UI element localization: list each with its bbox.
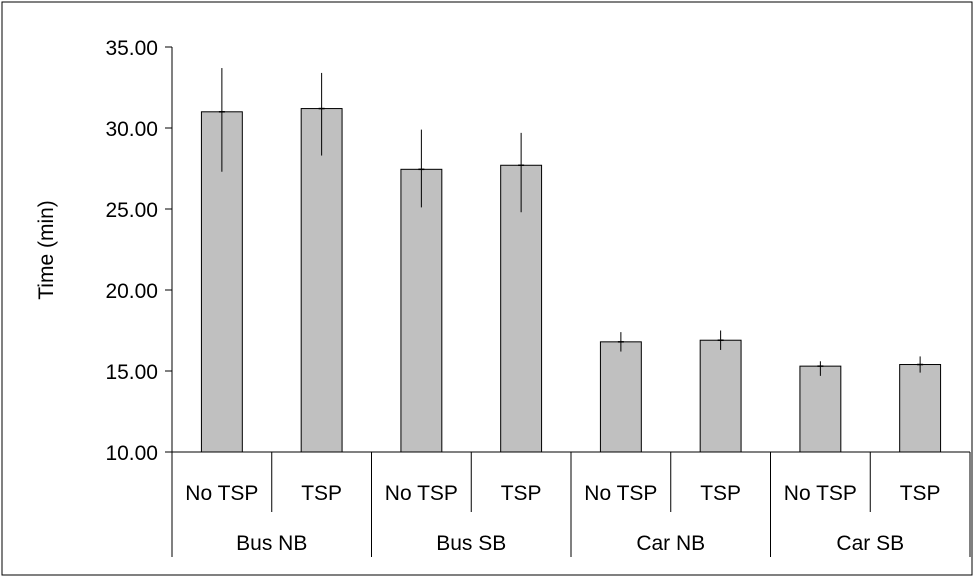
x-group-label: Car SB <box>836 532 904 555</box>
x-category-label: No TSP <box>185 482 258 505</box>
y-tick-label: 20.00 <box>105 280 158 303</box>
y-tick-label: 30.00 <box>105 118 158 141</box>
y-tick-label: 35.00 <box>105 37 158 60</box>
chart-marks: 10.00 15.00 20.00 25.00 30.00 35.00 No TSP TSP N… <box>105 37 971 557</box>
bar <box>500 164 543 453</box>
y-tick-label: 15.00 <box>105 361 158 384</box>
bar <box>699 339 742 453</box>
x-category-label: No TSP <box>784 482 857 505</box>
x-category-label: TSP <box>501 482 542 505</box>
bar <box>400 168 443 453</box>
bar <box>300 108 343 453</box>
x-category-label: TSP <box>301 482 342 505</box>
y-tick-label: 25.00 <box>105 199 158 222</box>
y-tick-label: 10.00 <box>105 442 158 465</box>
x-group-label: Car NB <box>636 532 705 555</box>
x-category-label: No TSP <box>584 482 657 505</box>
bar <box>799 365 842 453</box>
y-axis-label: Time (min) <box>35 200 58 300</box>
x-category-label: TSP <box>900 482 941 505</box>
x-group-label: Bus NB <box>236 532 307 555</box>
x-group-label: Bus SB <box>436 532 506 555</box>
x-category-label: No TSP <box>385 482 458 505</box>
bar <box>599 341 642 453</box>
x-category-label: TSP <box>700 482 741 505</box>
bar <box>899 364 942 453</box>
